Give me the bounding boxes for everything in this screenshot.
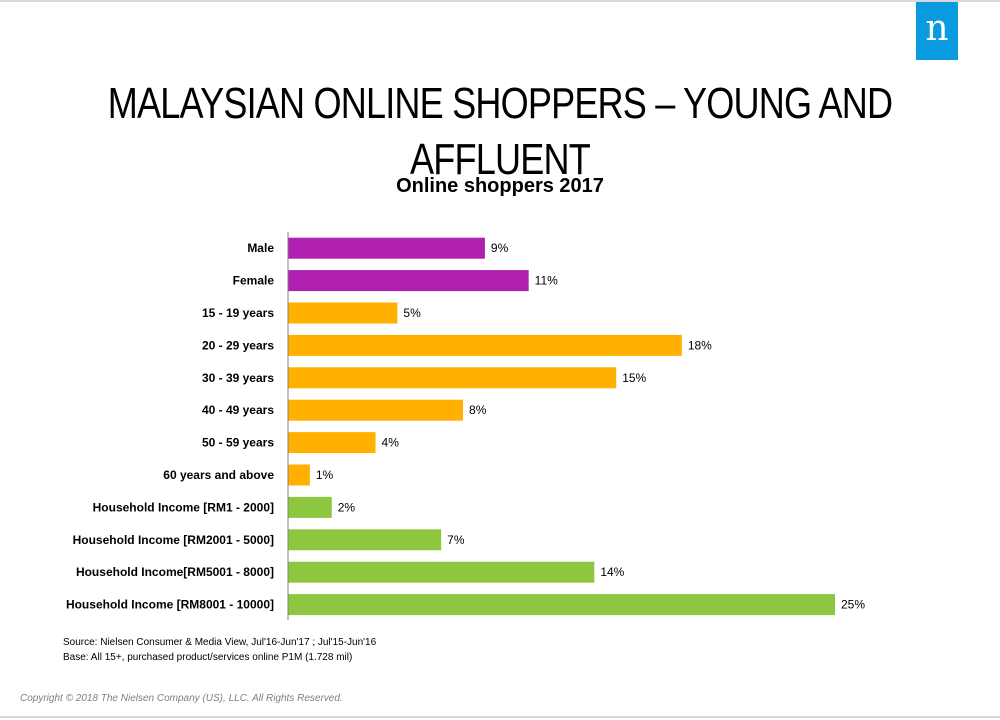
category-label: Male bbox=[247, 241, 274, 255]
bottom-rule bbox=[0, 716, 1000, 718]
category-label: 30 - 39 years bbox=[202, 371, 274, 385]
bar bbox=[288, 334, 682, 356]
value-label: 8% bbox=[469, 403, 487, 417]
bars-layer: Male 9% Female 11% 15 - 19 years 5% 20 - 29 ye… bbox=[66, 237, 865, 616]
bar bbox=[288, 561, 595, 583]
bar bbox=[288, 399, 464, 421]
bar bbox=[288, 270, 529, 292]
bar bbox=[288, 432, 376, 454]
value-label: 15% bbox=[622, 371, 646, 385]
value-label: 2% bbox=[338, 500, 356, 514]
bar bbox=[288, 237, 485, 259]
bar bbox=[288, 529, 442, 551]
category-label: Female bbox=[233, 274, 275, 288]
value-label: 11% bbox=[535, 274, 558, 288]
value-label: 4% bbox=[382, 436, 400, 450]
bar bbox=[288, 302, 398, 324]
value-label: 9% bbox=[491, 241, 509, 255]
bar bbox=[288, 496, 332, 518]
bar bbox=[288, 464, 310, 486]
category-label: 15 - 19 years bbox=[202, 306, 274, 320]
nielsen-logo: n bbox=[916, 2, 958, 60]
slide-title: MALAYSIAN ONLINE SHOPPERS – YOUNG AND AF… bbox=[107, 79, 893, 184]
bar bbox=[288, 367, 617, 389]
logo-letter: n bbox=[925, 8, 949, 49]
chart-title: Online shoppers 2017 bbox=[396, 175, 604, 197]
source-note: Source: Nielsen Consumer & Media View, J… bbox=[63, 635, 376, 665]
category-label: Household Income [RM1 - 2000] bbox=[93, 500, 274, 514]
value-label: 5% bbox=[403, 306, 421, 320]
category-label: Household Income [RM2001 - 5000] bbox=[73, 533, 274, 547]
value-label: 1% bbox=[316, 468, 334, 482]
value-label: 7% bbox=[447, 533, 465, 547]
category-label: Household Income [RM8001 - 10000] bbox=[66, 598, 274, 612]
category-label: 60 years and above bbox=[163, 468, 274, 482]
category-label: 20 - 29 years bbox=[202, 338, 274, 352]
category-label: 40 - 49 years bbox=[202, 403, 274, 417]
top-rule bbox=[0, 0, 1000, 2]
bar-chart: Male 9% Female 11% 15 - 19 years 5% 20 - 29 ye… bbox=[66, 232, 865, 620]
value-label: 25% bbox=[841, 598, 865, 612]
value-label: 18% bbox=[688, 338, 712, 352]
value-label: 14% bbox=[600, 565, 624, 579]
category-label: 50 - 59 years bbox=[202, 436, 274, 450]
source-line: Source: Nielsen Consumer & Media View, J… bbox=[63, 637, 377, 648]
base-line: Base: All 15+, purchased product/service… bbox=[63, 652, 353, 663]
category-label: Household Income[RM5001 - 8000] bbox=[76, 565, 274, 579]
copyright-text: Copyright © 2018 The Nielsen Company (US… bbox=[20, 693, 343, 704]
bar bbox=[288, 594, 835, 616]
